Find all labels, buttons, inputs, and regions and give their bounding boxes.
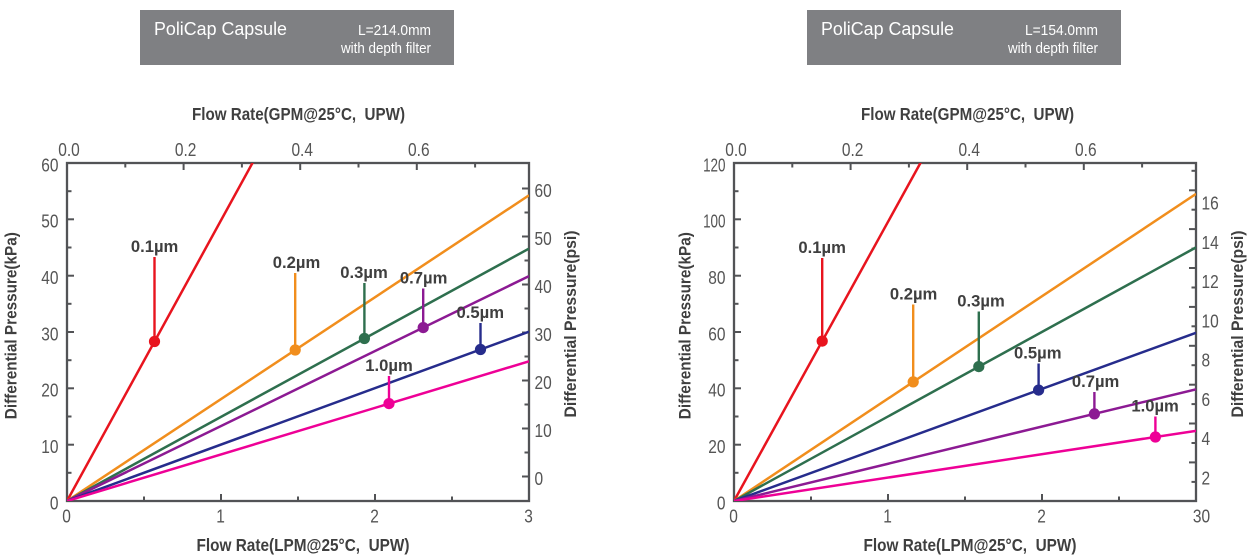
svg-text:0.3µm: 0.3µm <box>340 264 388 282</box>
svg-text:0: 0 <box>535 468 544 489</box>
svg-text:60: 60 <box>535 180 552 201</box>
svg-text:10: 10 <box>1202 310 1219 331</box>
svg-text:0.3µm: 0.3µm <box>957 293 1005 311</box>
svg-text:10: 10 <box>41 436 58 457</box>
svg-text:0.0: 0.0 <box>725 139 747 160</box>
svg-text:0.1µm: 0.1µm <box>131 238 179 256</box>
svg-text:6: 6 <box>1202 389 1211 410</box>
svg-text:0.0: 0.0 <box>58 139 80 160</box>
svg-text:20: 20 <box>708 436 725 457</box>
svg-text:8: 8 <box>1202 350 1211 371</box>
svg-text:0.4: 0.4 <box>291 139 313 160</box>
svg-text:0.5µm: 0.5µm <box>1014 345 1062 363</box>
svg-text:0.5µm: 0.5µm <box>457 304 505 322</box>
svg-text:1: 1 <box>216 506 225 527</box>
svg-text:40: 40 <box>535 276 552 297</box>
svg-text:80: 80 <box>708 267 725 288</box>
svg-text:0.2µm: 0.2µm <box>273 254 321 272</box>
svg-text:16: 16 <box>1202 193 1219 214</box>
svg-text:12: 12 <box>1202 271 1219 292</box>
svg-text:14: 14 <box>1202 232 1219 253</box>
svg-text:L=214.0mm: L=214.0mm <box>358 22 431 39</box>
svg-text:PoliCap Capsule: PoliCap Capsule <box>821 18 954 39</box>
svg-text:Flow Rate(LPM@25°C, UPW): Flow Rate(LPM@25°C, UPW) <box>864 535 1077 555</box>
svg-text:0.6: 0.6 <box>408 139 430 160</box>
svg-text:Differential Pressure(psi): Differential Pressure(psi) <box>561 231 580 418</box>
svg-text:40: 40 <box>708 380 725 401</box>
svg-text:Differential Pressure(kPa): Differential Pressure(kPa) <box>1 232 20 419</box>
svg-text:50: 50 <box>41 211 58 232</box>
svg-text:0.6: 0.6 <box>1075 139 1097 160</box>
svg-text:0.1µm: 0.1µm <box>798 239 846 257</box>
svg-text:0.7µm: 0.7µm <box>1072 373 1120 391</box>
svg-text:0: 0 <box>717 492 726 513</box>
svg-text:30: 30 <box>41 323 58 344</box>
svg-text:Flow Rate(LPM@25°C, UPW): Flow Rate(LPM@25°C, UPW) <box>197 535 410 555</box>
svg-text:30: 30 <box>1193 506 1210 527</box>
svg-text:with depth filter: with depth filter <box>340 40 431 57</box>
svg-text:0: 0 <box>62 506 71 527</box>
svg-text:L=154.0mm: L=154.0mm <box>1025 22 1098 39</box>
svg-text:0.7µm: 0.7µm <box>400 270 448 288</box>
svg-text:0.2: 0.2 <box>175 139 197 160</box>
svg-text:50: 50 <box>535 228 552 249</box>
svg-text:30: 30 <box>535 324 552 345</box>
svg-text:Differential Pressure(psi): Differential Pressure(psi) <box>1228 231 1247 418</box>
svg-text:40: 40 <box>41 267 58 288</box>
svg-text:0.2µm: 0.2µm <box>890 286 938 304</box>
svg-text:60: 60 <box>41 154 58 175</box>
svg-text:1: 1 <box>883 506 892 527</box>
svg-text:0: 0 <box>50 492 59 513</box>
svg-text:10: 10 <box>535 420 552 441</box>
svg-text:0: 0 <box>729 506 738 527</box>
svg-text:100: 100 <box>703 211 725 232</box>
svg-text:60: 60 <box>708 323 725 344</box>
svg-text:PoliCap Capsule: PoliCap Capsule <box>154 18 287 39</box>
svg-text:Flow Rate(GPM@25°C, UPW): Flow Rate(GPM@25°C, UPW) <box>861 104 1074 124</box>
svg-text:1.0µm: 1.0µm <box>365 357 413 375</box>
svg-text:2: 2 <box>1202 468 1211 489</box>
svg-text:Flow Rate(GPM@25°C, UPW): Flow Rate(GPM@25°C, UPW) <box>192 104 405 124</box>
svg-text:20: 20 <box>535 372 552 393</box>
svg-text:2: 2 <box>370 506 379 527</box>
svg-text:120: 120 <box>703 154 725 175</box>
svg-text:0.2: 0.2 <box>842 139 864 160</box>
svg-text:2: 2 <box>1037 506 1046 527</box>
svg-text:3: 3 <box>524 506 533 527</box>
svg-text:Differential Pressure(kPa): Differential Pressure(kPa) <box>676 232 695 419</box>
svg-text:20: 20 <box>41 380 58 401</box>
svg-text:1.0µm: 1.0µm <box>1131 398 1179 416</box>
svg-text:4: 4 <box>1202 428 1211 449</box>
svg-text:with depth filter: with depth filter <box>1007 40 1098 57</box>
svg-text:0.4: 0.4 <box>958 139 980 160</box>
